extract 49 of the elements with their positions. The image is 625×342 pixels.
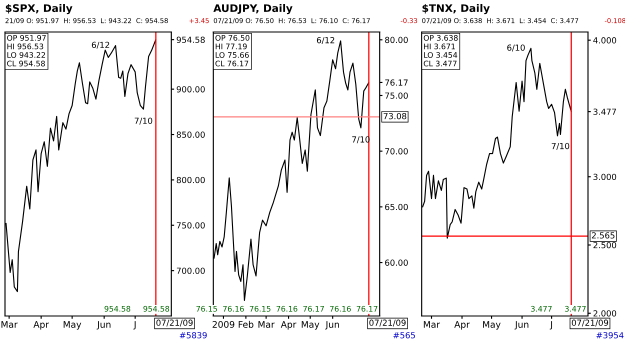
y-tick-label: 900.00 bbox=[176, 86, 205, 92]
y-tick-label: 750.00 bbox=[176, 222, 205, 229]
y-tick-label: 80.00 bbox=[385, 36, 408, 44]
x-tick-label: Mar bbox=[424, 321, 440, 328]
y-tick-label: 70.00 bbox=[385, 148, 408, 154]
y-tick-label: 850.00 bbox=[176, 132, 205, 138]
annotation: 7/10 bbox=[134, 118, 152, 125]
chart-title: AUDJPY, Daily bbox=[213, 4, 293, 14]
y-tick-label: 60.00 bbox=[385, 260, 408, 266]
y-tick-label: 75.00 bbox=[385, 92, 408, 99]
text: #3954 bbox=[596, 332, 624, 338]
y-tick-label: 700.00 bbox=[176, 268, 205, 274]
y-tick-label: 4.000 bbox=[593, 37, 616, 44]
x-tick-label: Apr bbox=[454, 321, 470, 330]
x-tick-label: J bbox=[133, 321, 136, 330]
y-tick-label: 954.58 bbox=[176, 36, 205, 43]
x-tick-label: Jun bbox=[325, 321, 339, 330]
y-tick-label: 3.000 bbox=[593, 174, 616, 180]
x-tick-label: J bbox=[550, 321, 552, 330]
x-tick-label: Apr bbox=[280, 321, 296, 330]
annotation: 6/10 bbox=[507, 44, 525, 52]
chart-title: $TNX, Daily bbox=[422, 4, 490, 14]
annotation: 6/12 bbox=[316, 37, 334, 44]
x-tick-label: Jun bbox=[514, 321, 528, 330]
text: #5839 bbox=[180, 332, 207, 338]
text: #565 bbox=[393, 332, 415, 338]
x-tick-label: May bbox=[483, 321, 501, 330]
y-tick-label: 2.000 bbox=[593, 310, 616, 317]
y-tick-label: 76.17 bbox=[385, 79, 408, 86]
ref-line-label: 73.08 bbox=[384, 112, 406, 120]
x-tick-label: May bbox=[302, 321, 320, 330]
y-tick-label: 3.477 bbox=[593, 108, 616, 115]
x-tick-label: Apr bbox=[33, 321, 49, 330]
ref-line-label: 2.565 bbox=[592, 232, 614, 239]
ref-line-label: 07/21/09 bbox=[572, 320, 608, 327]
x-tick-label: May bbox=[64, 321, 82, 330]
y-tick-label: 2.500 bbox=[593, 242, 616, 248]
y-tick-label: 800.00 bbox=[176, 176, 205, 184]
x-tick-label: Feb bbox=[238, 320, 254, 328]
x-tick-label: Mar bbox=[2, 321, 18, 328]
ref-line-label: 07/21/09 bbox=[369, 320, 406, 327]
x-tick-label: Mar bbox=[258, 321, 275, 328]
annotation: 7/10 bbox=[552, 142, 570, 150]
chart-title: $SPX, Daily bbox=[6, 4, 72, 14]
x-tick-label: 2009 bbox=[212, 321, 234, 328]
y-tick-label: 65.00 bbox=[385, 204, 408, 210]
annotation: 6/12 bbox=[92, 42, 110, 49]
x-tick-label: Jun bbox=[96, 321, 110, 330]
ref-line-label: 07/21/09 bbox=[156, 320, 193, 327]
